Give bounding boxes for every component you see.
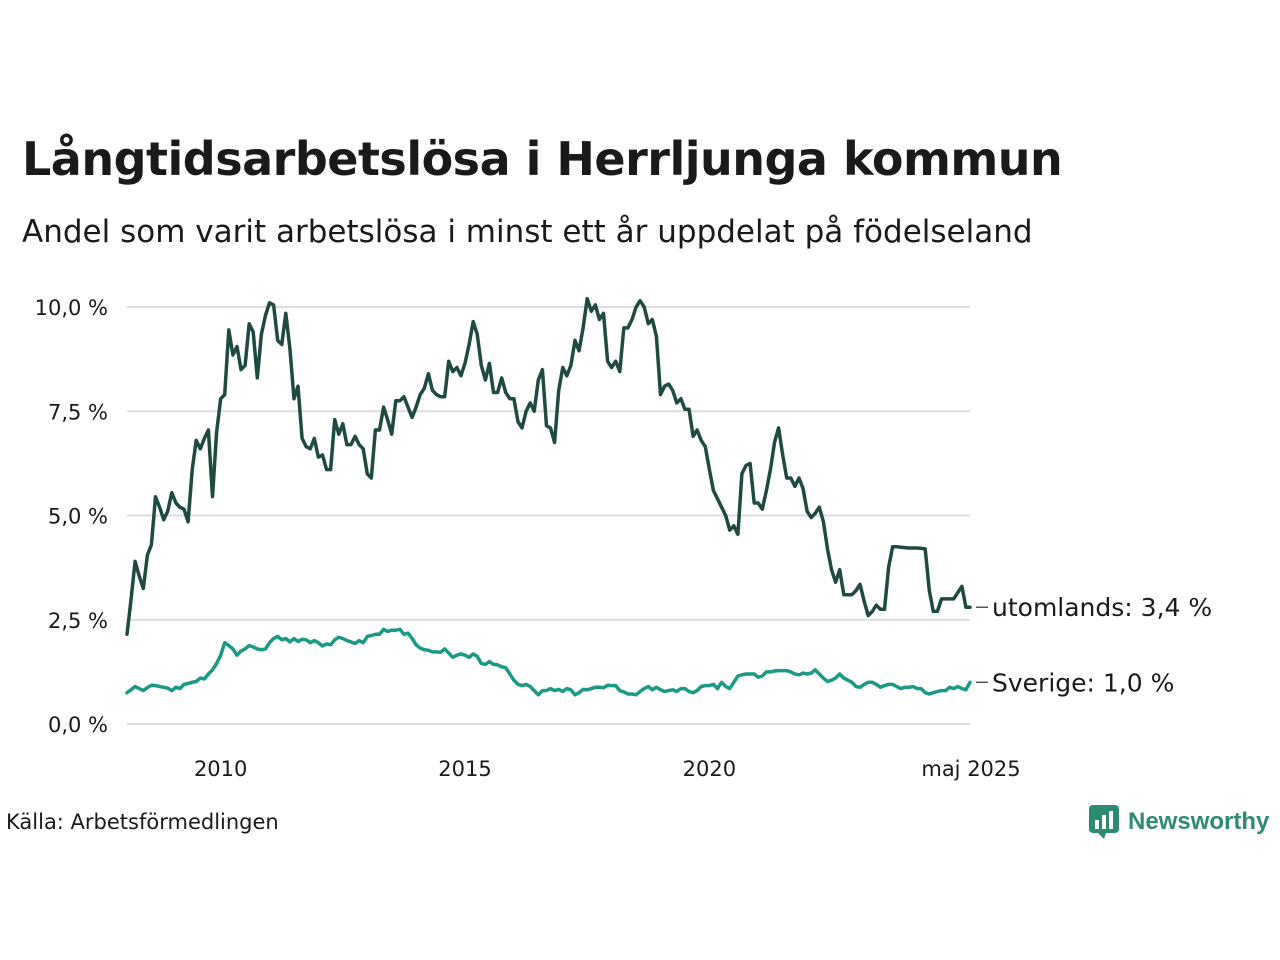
grid-lines <box>127 306 970 725</box>
y-tick-label: 5,0 % <box>48 505 108 529</box>
source-note: Källa: Arbetsförmedlingen <box>6 810 279 834</box>
brand-name: Newsworthy <box>1128 808 1270 835</box>
x-tick-label: maj 2025 <box>921 757 1020 781</box>
series-lines <box>125 296 972 697</box>
y-tick-label: 10,0 % <box>35 296 108 320</box>
x-tick-label: 2020 <box>683 757 736 781</box>
newsworthy-logo-icon <box>1089 805 1119 839</box>
series-line-utomlands <box>125 296 972 637</box>
series-line-sverige <box>125 627 972 697</box>
series-label-utomlands: utomlands: 3,4 % <box>992 593 1212 622</box>
x-tick-label: 2010 <box>194 757 247 781</box>
brand: Newsworthy <box>1088 804 1269 840</box>
y-tick-label: 7,5 % <box>48 400 108 424</box>
y-tick-label: 2,5 % <box>48 609 108 633</box>
y-tick-label: 0,0 % <box>48 713 108 737</box>
series-labels: utomlands: 3,4 % Sverige: 1,0 % <box>976 593 1212 697</box>
chart-subtitle: Andel som varit arbetslösa i minst ett å… <box>22 214 1033 250</box>
x-tick-label: 2015 <box>438 757 491 781</box>
chart-title: Långtidsarbetslösa i Herrljunga kommun <box>22 132 1063 186</box>
x-axis-ticks: 2010 2015 2020 maj 2025 <box>194 757 1021 781</box>
series-label-sverige: Sverige: 1,0 % <box>992 668 1174 697</box>
y-axis-ticks: 0,0 % 2,5 % 5,0 % 7,5 % 10,0 % <box>35 296 108 737</box>
